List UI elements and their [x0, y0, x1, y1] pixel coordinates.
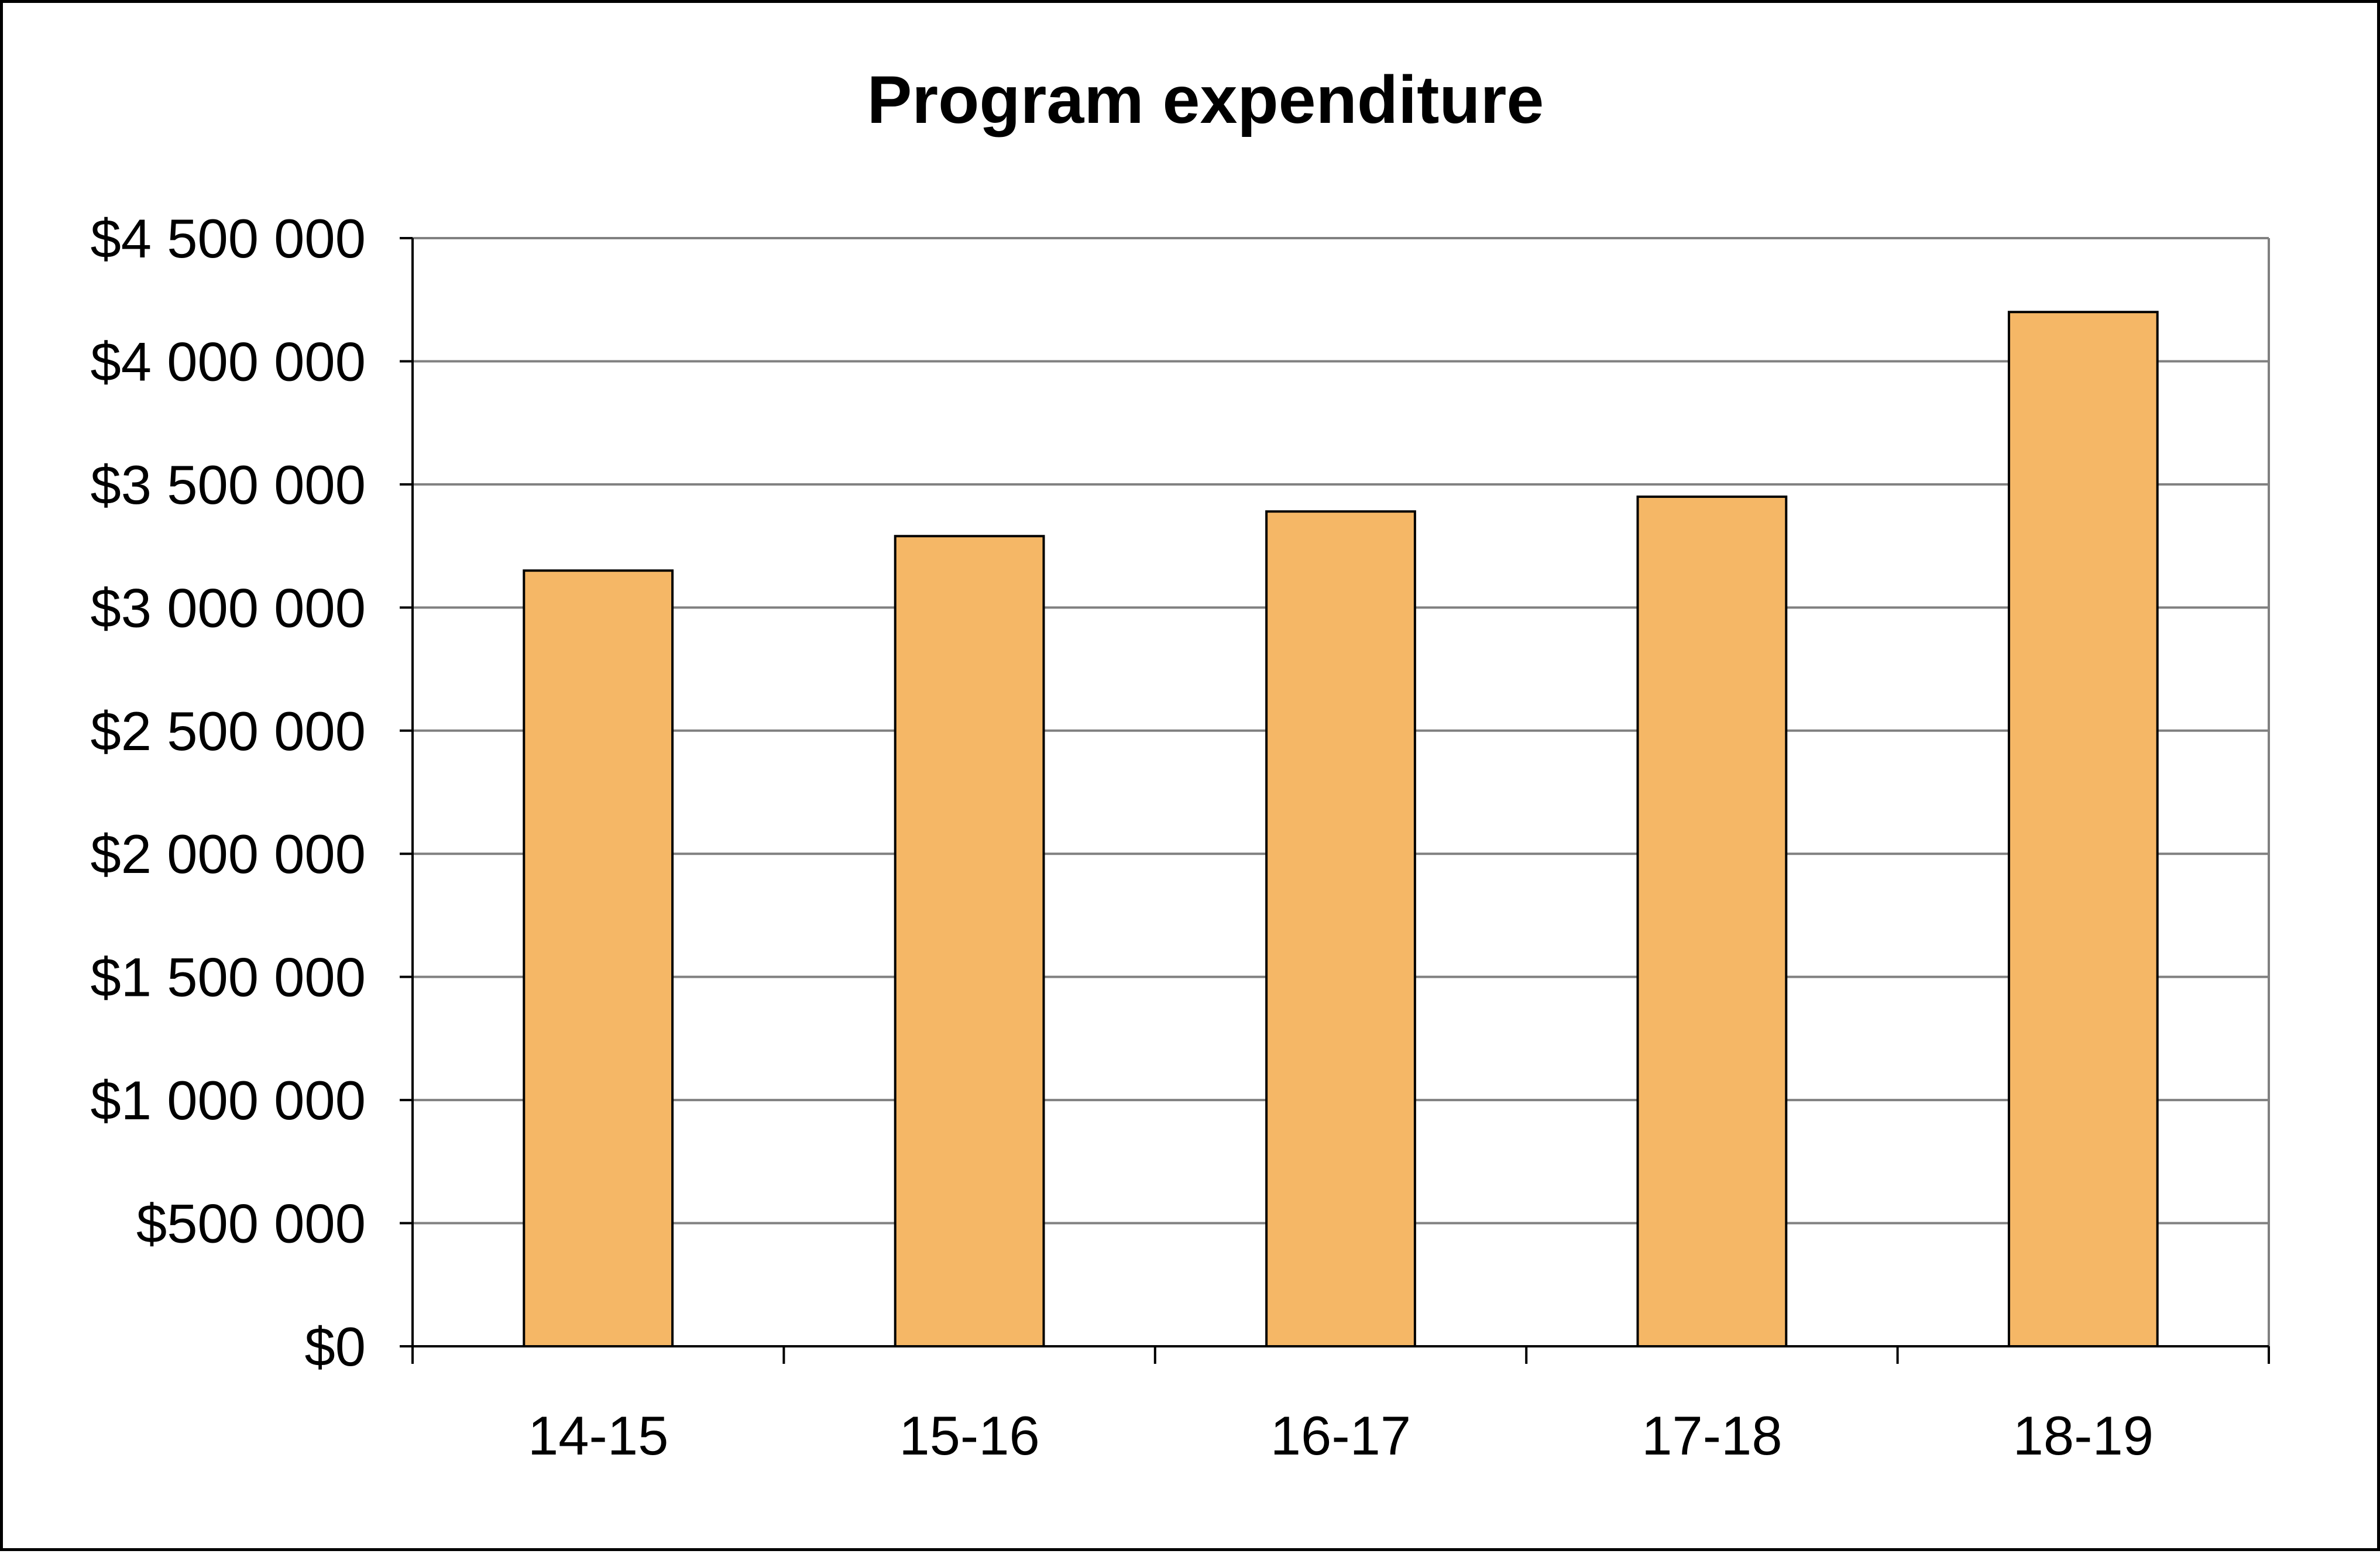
y-tick-label: $1 000 000 [91, 1070, 366, 1131]
bars [523, 311, 2159, 1348]
y-tick-label: $0 [304, 1316, 366, 1377]
x-tick-label: 15-16 [899, 1405, 1039, 1466]
bar-16-17 [1265, 510, 1416, 1347]
x-tick-label: 16-17 [1270, 1405, 1411, 1466]
y-tick-label: $3 000 000 [91, 577, 366, 638]
y-tick-label: $500 000 [136, 1193, 366, 1254]
x-tick-label: 14-15 [528, 1405, 668, 1466]
x-tick-label: 18-19 [2013, 1405, 2154, 1466]
bar-18-19 [2007, 311, 2159, 1347]
y-tick-label: $4 000 000 [91, 331, 366, 392]
y-tick-label: $1 500 000 [91, 947, 366, 1008]
x-tick-label: 17-18 [1641, 1405, 1782, 1466]
bar-17-18 [1636, 495, 1788, 1347]
bar-chart: Program expenditure $0 $500 000 $1 000 000… [91, 63, 2270, 1466]
axes [400, 237, 2270, 1364]
y-tick-label: $4 500 000 [91, 208, 366, 269]
tick-labels: $0 $500 000 $1 000 000 $1 500 000 $2 000 000… [91, 208, 2154, 1466]
bar-15-16 [894, 535, 1045, 1348]
chart-title: Program expenditure [867, 63, 1544, 137]
bar-14-15 [523, 569, 674, 1348]
y-tick-label: $3 500 000 [91, 454, 366, 515]
y-tick-label: $2 500 000 [91, 700, 366, 762]
y-tick-label: $2 000 000 [91, 823, 366, 885]
